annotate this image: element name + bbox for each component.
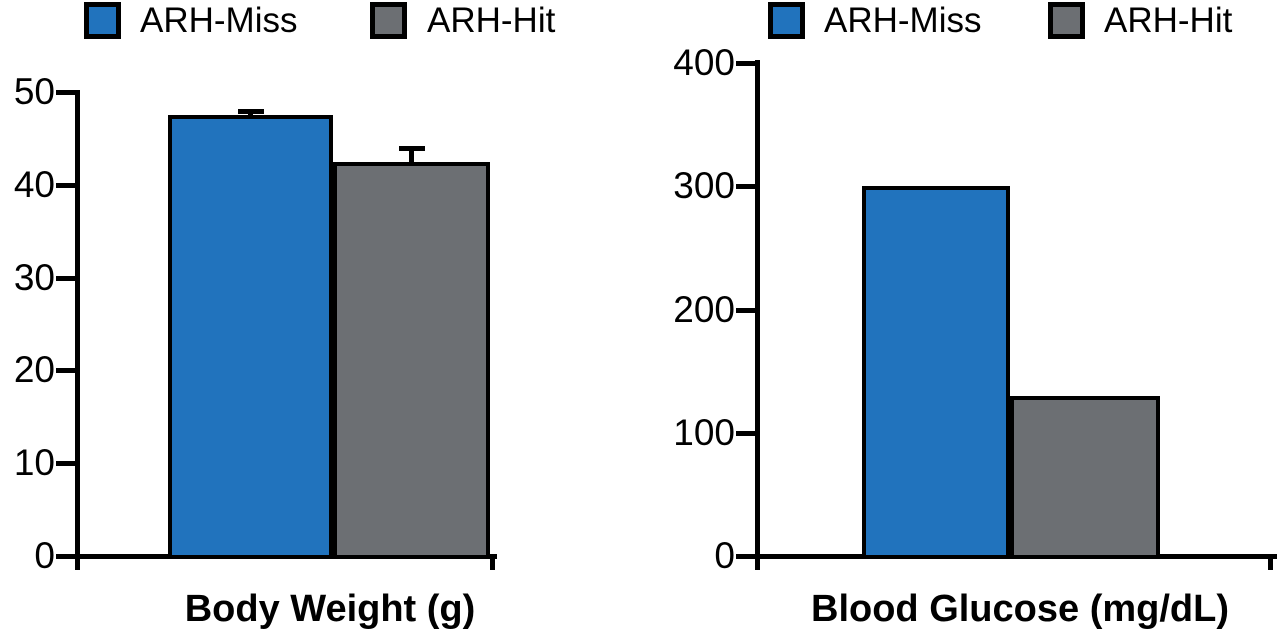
y-tick-label: 30 xyxy=(13,256,55,298)
error-bar-stem xyxy=(409,147,414,165)
y-tick xyxy=(736,307,755,313)
y-tick-label: 200 xyxy=(673,288,735,330)
y-tick xyxy=(736,61,755,66)
y-tick xyxy=(736,554,755,559)
y-tick xyxy=(736,184,755,190)
x-axis-end-tick xyxy=(1268,554,1273,570)
y-tick-label: 0 xyxy=(714,535,735,576)
legend-label-arh-miss: ARH-Miss xyxy=(824,1,982,40)
y-tick-label: 0 xyxy=(34,535,55,576)
legend-label-arh-hit: ARH-Hit xyxy=(427,1,556,40)
x-axis-end-tick xyxy=(490,554,495,570)
y-axis-line xyxy=(755,60,760,570)
y-tick-label: 20 xyxy=(13,349,55,391)
bar-arh-miss xyxy=(862,186,1010,559)
y-tick xyxy=(56,182,75,188)
bar-arh-hit xyxy=(1010,395,1160,559)
y-tick xyxy=(736,430,755,436)
error-bar-cap xyxy=(237,108,264,114)
y-tick xyxy=(56,461,75,467)
legend-swatch-arh-hit xyxy=(370,2,407,39)
chart-title-blood-glucose: Blood Glucose (mg/dL) xyxy=(811,588,1229,630)
y-tick-label: 10 xyxy=(13,442,55,484)
bar-arh-miss xyxy=(168,115,333,559)
y-tick xyxy=(56,275,75,281)
y-tick-label: 40 xyxy=(13,163,55,205)
y-axis-line xyxy=(75,90,80,570)
y-tick xyxy=(56,554,75,559)
error-bar-cap xyxy=(398,145,425,151)
y-tick-label: 100 xyxy=(673,411,735,453)
y-tick-label: 400 xyxy=(673,42,735,83)
y-tick-label: 50 xyxy=(13,71,55,112)
legend-swatch-arh-miss xyxy=(768,2,805,39)
y-tick xyxy=(56,368,75,374)
legend-label-arh-hit: ARH-Hit xyxy=(1104,1,1233,40)
bar-arh-hit xyxy=(333,161,490,559)
y-tick-label: 300 xyxy=(673,165,735,207)
legend-label-arh-miss: ARH-Miss xyxy=(140,1,298,40)
legend-swatch-arh-miss xyxy=(84,2,121,39)
y-tick xyxy=(56,90,75,95)
legend-swatch-arh-hit xyxy=(1048,2,1085,39)
chart-title-body-weight: Body Weight (g) xyxy=(184,588,476,630)
error-bar-stem xyxy=(248,110,253,119)
